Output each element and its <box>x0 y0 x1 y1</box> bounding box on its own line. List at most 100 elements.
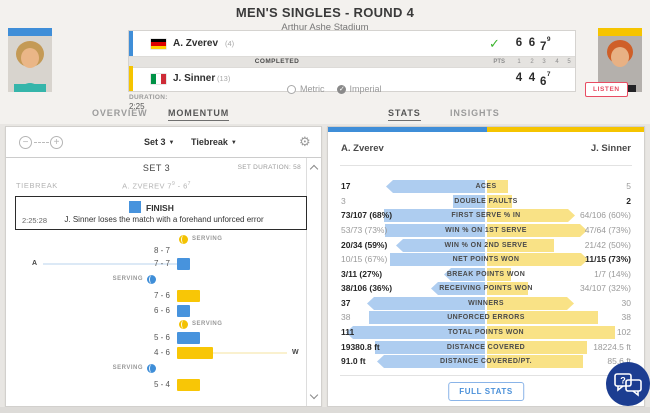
finish-marker-icon <box>129 201 141 213</box>
stats-panel: A. Zverev J. Sinner ACES 17 5 DOUBLE FAU… <box>327 126 645 407</box>
germany-flag-icon <box>151 39 166 49</box>
metric-option[interactable]: Metric <box>287 84 325 94</box>
stat-value-right: 5 <box>626 181 631 191</box>
stat-value-left: 38 <box>341 312 351 322</box>
chevron-down-icon: ▼ <box>230 140 237 146</box>
set-column-5: 5 <box>567 59 571 65</box>
finish-event-box[interactable]: FINISH 2:25:28 J. Sinner loses the match… <box>15 196 307 230</box>
view-selector[interactable]: Tiebreak ▼ <box>191 127 237 160</box>
metric-label[interactable]: Metric <box>300 84 325 94</box>
stat-value-left: 10/15 (67%) <box>341 254 388 264</box>
momentum-row: 5 - 4 <box>6 379 309 391</box>
divider <box>340 375 632 376</box>
pts-column-label: PTS <box>493 59 505 65</box>
stat-value-right: 1/7 (14%) <box>594 269 631 279</box>
stat-label: TOTAL POINTS WON <box>447 329 524 336</box>
zoom-slider[interactable] <box>34 142 49 143</box>
scroll-down-icon[interactable] <box>309 390 319 400</box>
tab-insights[interactable]: INSIGHTS <box>450 108 500 118</box>
stat-bar-left <box>444 268 485 281</box>
player2-color-bar <box>598 28 642 36</box>
stat-label: BREAK POINTS WON <box>446 271 526 278</box>
duration-value: 2:25 <box>129 102 145 111</box>
zverev-accent-bar <box>328 127 487 132</box>
stat-row-receiving-points: RECEIVING POINTS WON 38/106 (36%) 34/107… <box>328 282 644 295</box>
p1-set3-games: 7 <box>539 40 547 53</box>
stat-bar-right <box>487 224 587 237</box>
p2-set1-score: 4 <box>515 72 523 84</box>
zoom-out-icon[interactable] <box>19 136 32 149</box>
bottom-strip <box>0 407 650 413</box>
stat-label: DOUBLE FAULTS <box>454 198 518 205</box>
units-toggle: Metric Imperial <box>287 84 382 94</box>
stat-value-left: 17 <box>341 181 351 191</box>
momentum-panel: Set 3▼ Tiebreak▼ SET 3 SET DURATION: 58 … <box>5 126 322 407</box>
game-score: 6 - 6 <box>153 306 170 315</box>
stat-bar-right <box>487 239 554 252</box>
gear-icon[interactable] <box>299 135 311 149</box>
scroll-up-icon[interactable] <box>309 164 319 174</box>
tab-stats[interactable]: STATS <box>388 108 421 121</box>
stat-label: UNFORCED ERRORS <box>447 314 525 321</box>
help-chat-icon[interactable]: ? <box>606 362 650 406</box>
stat-bar-right <box>487 355 583 368</box>
p1-set3-score: 79 <box>539 31 551 60</box>
stat-label: WIN % ON 2ND SERVE <box>444 242 528 249</box>
zoom-in-icon[interactable] <box>50 136 63 149</box>
momentum-scrollbar[interactable] <box>306 158 321 406</box>
winner-check-icon <box>489 31 500 56</box>
scoreboard-row-zverev: A. Zverev (4) 6 6 79 <box>129 31 575 56</box>
tab-overview[interactable]: OVERVIEW <box>92 108 148 118</box>
tab-momentum[interactable]: MOMENTUM <box>168 108 230 121</box>
duration-label: DURATION: <box>129 94 168 101</box>
stat-row-net-points: NET POINTS WON 10/15 (67%) 11/15 (73%) <box>328 253 644 266</box>
stat-value-right: 21/42 (50%) <box>584 240 631 250</box>
stat-bar-left <box>386 180 485 193</box>
p1-set2-score: 6 <box>528 37 536 49</box>
metric-radio-icon[interactable] <box>287 84 296 94</box>
player1-avatar <box>8 36 52 92</box>
set-selector-value[interactable]: Set 3 <box>144 137 166 147</box>
game-score: 4 - 6 <box>153 348 170 357</box>
stat-row-winners: WINNERS 37 30 <box>328 297 644 310</box>
full-stats-button[interactable]: FULL STATS <box>448 382 524 401</box>
tiebreak-sup2: 7 <box>187 181 191 187</box>
stat-label: DISTANCE COVERED/PT. <box>440 358 532 365</box>
stat-label: ACES <box>475 183 497 190</box>
sinner-accent-strip <box>129 66 133 91</box>
stat-bar-left <box>375 341 485 354</box>
player2-seed: (13) <box>217 74 231 83</box>
set-selector[interactable]: Set 3 ▼ <box>144 127 174 160</box>
tennis-ball-icon <box>179 234 188 244</box>
finish-description: J. Sinner loses the match with a forehan… <box>64 215 264 224</box>
tiebreak-sup1: 9 <box>172 181 176 187</box>
imperial-option[interactable]: Imperial <box>336 84 382 94</box>
view-selector-value[interactable]: Tiebreak <box>191 137 228 147</box>
imperial-radio-icon[interactable] <box>336 84 346 94</box>
stat-bar-left <box>385 224 485 237</box>
set-column-4: 4 <box>555 59 559 65</box>
stat-bar-left <box>367 297 485 310</box>
imperial-label[interactable]: Imperial <box>349 84 382 94</box>
stat-bar-right <box>487 341 587 354</box>
stat-bar-right <box>487 209 575 222</box>
player1-name: A. Zverev <box>173 38 219 49</box>
momentum-toolbar: Set 3▼ Tiebreak▼ <box>6 127 321 158</box>
stat-bar-left <box>384 209 485 222</box>
tennis-ball-icon <box>147 363 156 373</box>
serving-indicator-zverev: SERVING <box>64 363 156 373</box>
stat-bar-left <box>396 239 485 252</box>
momentum-bar-zverev <box>177 332 200 344</box>
stat-bar-right <box>487 195 512 208</box>
stat-value-left: 91.0 ft <box>341 356 366 366</box>
italy-flag-icon <box>151 74 166 84</box>
p2-set3-tiebreak: 7 <box>546 71 551 78</box>
player1-color-bar <box>8 28 52 36</box>
momentum-bar-sinner <box>177 379 200 391</box>
player1-seed: (4) <box>225 39 235 48</box>
sinner-accent-bar <box>487 127 644 132</box>
tennis-ball-icon <box>147 274 156 284</box>
stat-value-left: 3 <box>341 196 346 206</box>
stat-row-win-1st-serve: WIN % ON 1ST SERVE 53/73 (73%) 47/64 (73… <box>328 224 644 237</box>
listen-button[interactable]: LISTEN <box>585 82 628 97</box>
